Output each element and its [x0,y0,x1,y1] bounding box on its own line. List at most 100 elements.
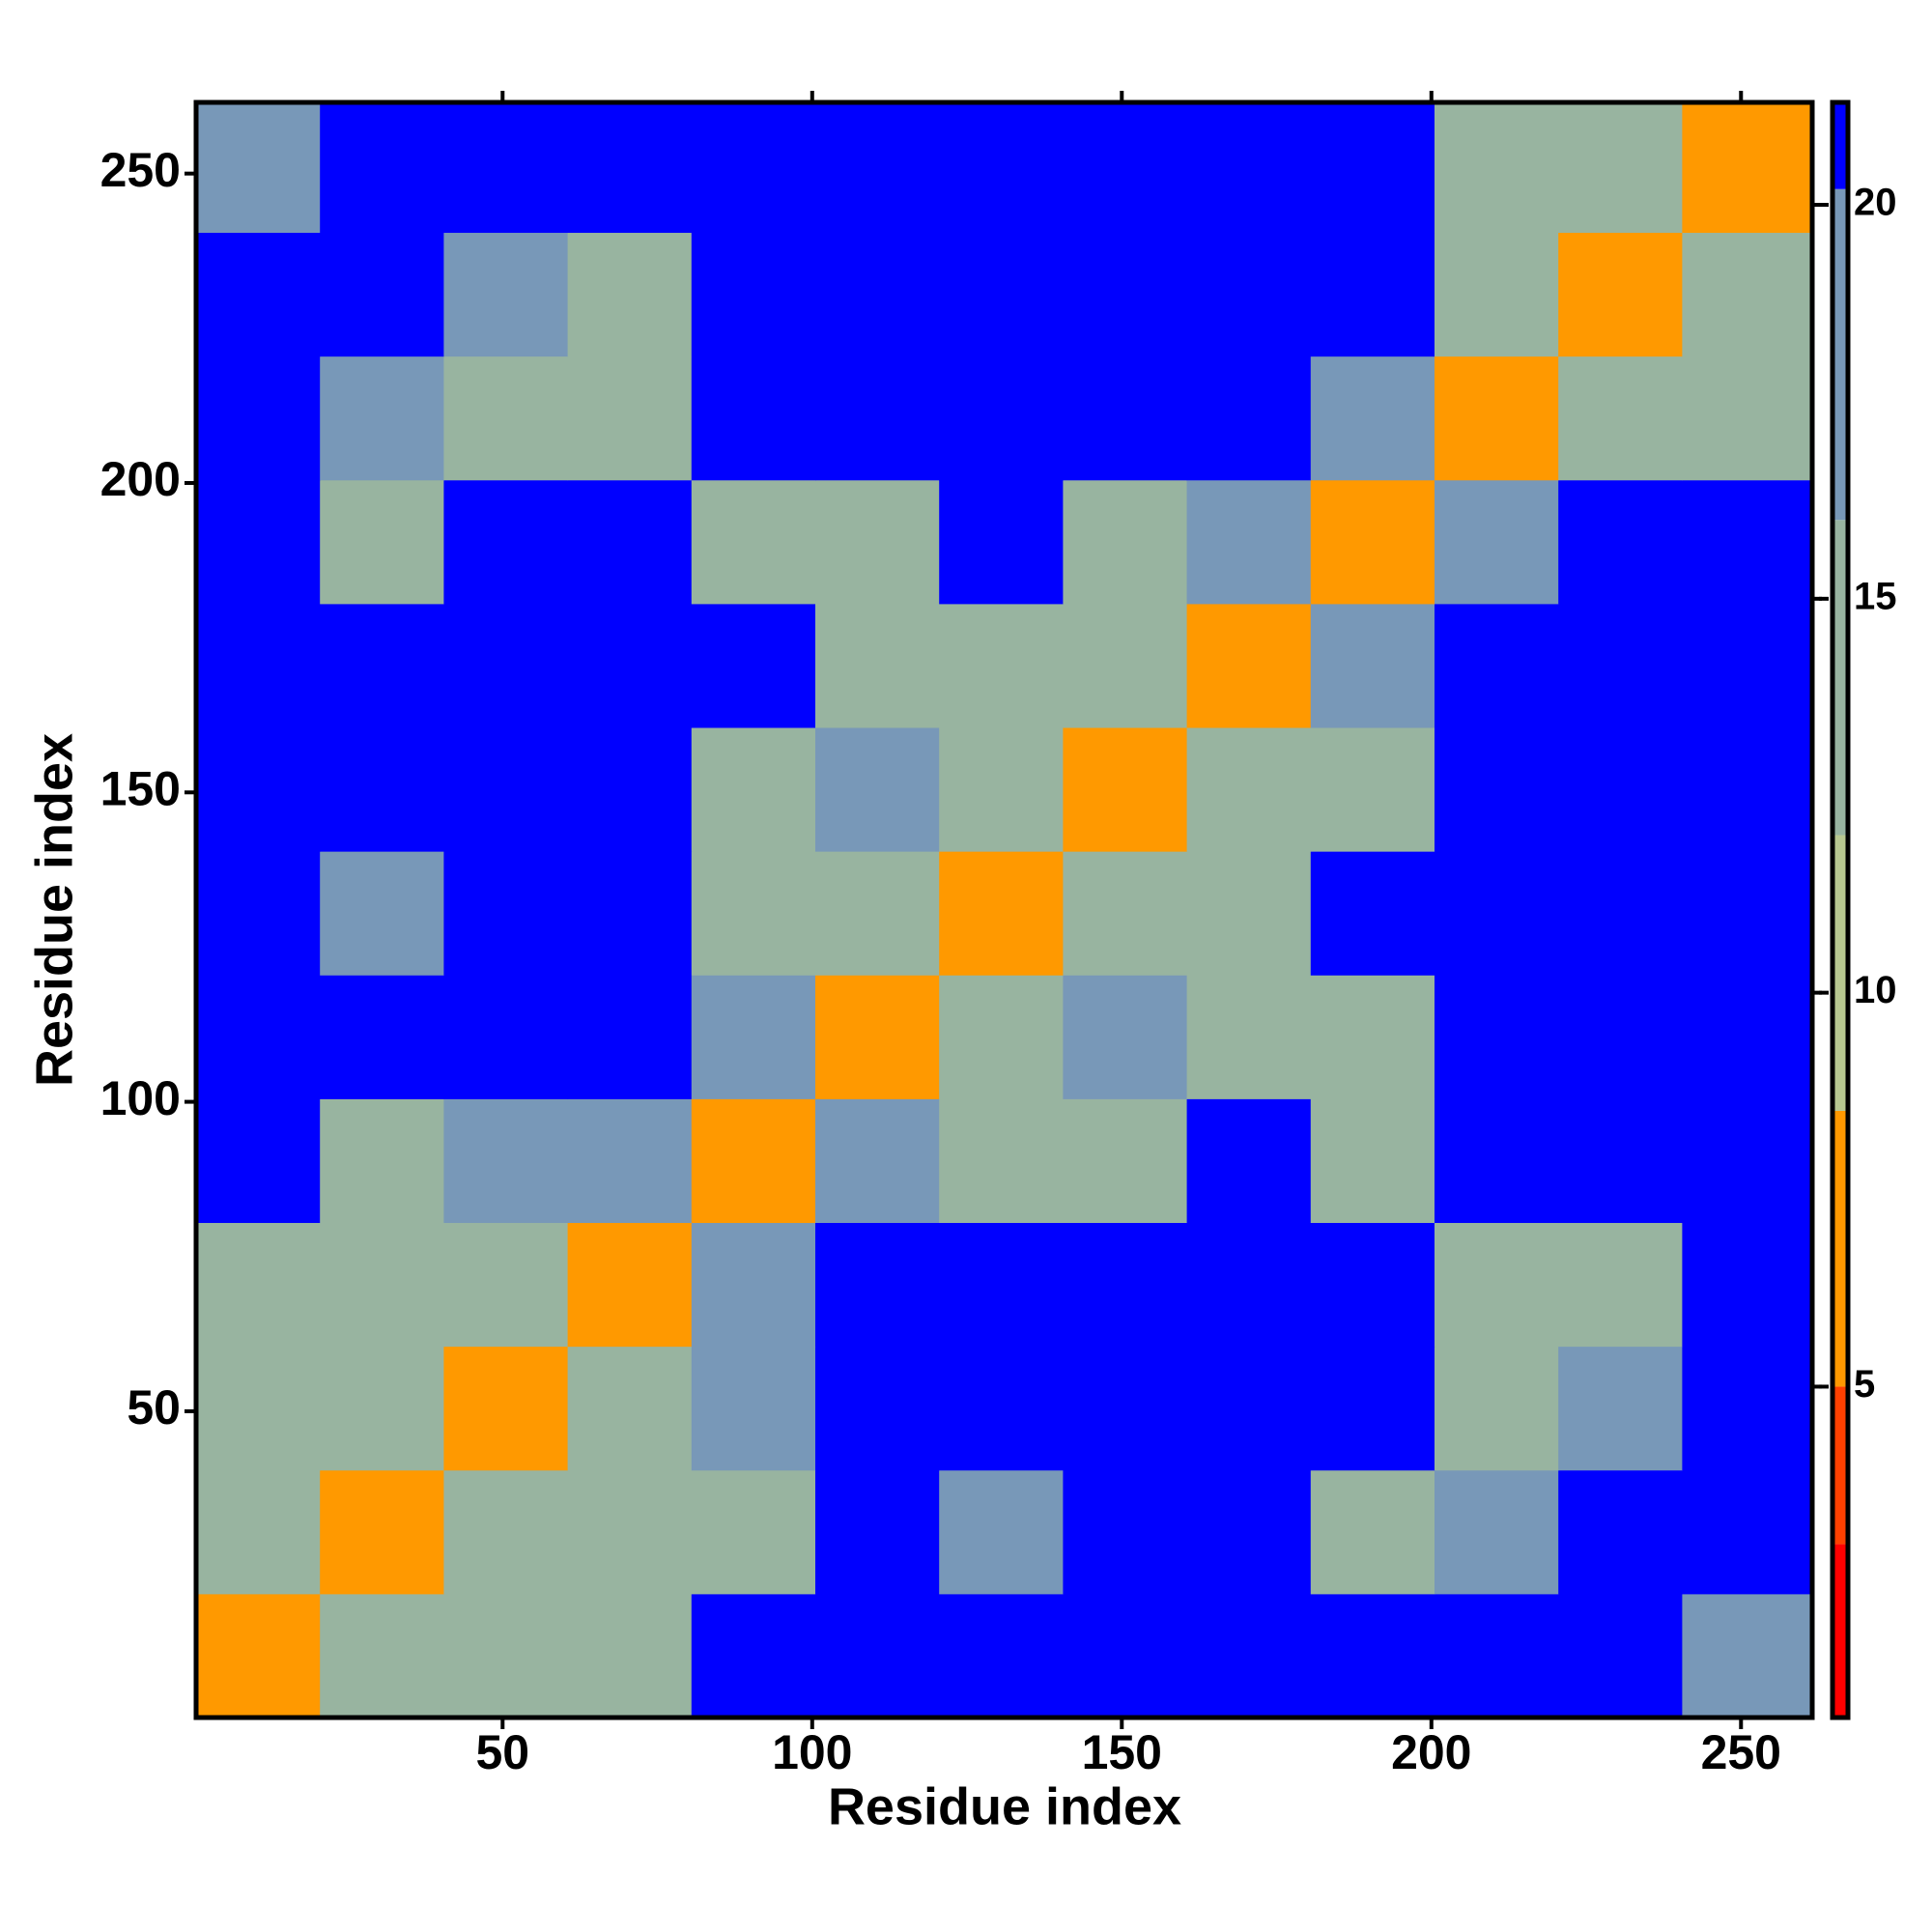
heatmap-cell [1310,1346,1435,1471]
heatmap-cell [1186,1222,1312,1348]
heatmap-cell [320,975,444,1099]
heatmap-cell [1310,102,1435,234]
heatmap-cell [196,1222,321,1348]
heatmap-cell [196,232,321,357]
heatmap-cell [1310,1098,1435,1224]
heatmap-cell [1310,851,1435,976]
heatmap-cell [1063,975,1188,1099]
heatmap-cell [1434,1469,1559,1595]
heatmap-cell [320,603,444,728]
heatmap-cell [1558,851,1683,976]
heatmap-cell [1434,479,1559,605]
heatmap-cell [939,1346,1064,1471]
heatmap-cell [1310,727,1435,852]
heatmap-cell [443,851,569,976]
heatmap-cell [443,727,569,852]
heatmap-cell [1558,1222,1683,1348]
heatmap-cell [1063,1346,1188,1471]
heatmap-cell [320,1346,444,1471]
heatmap-cell [691,479,816,605]
heatmap-cell [567,851,693,976]
heatmap-cell [567,1593,693,1719]
heatmap-cell [1310,1469,1435,1595]
colorbar-tick-label: 20 [1854,182,1897,224]
heatmap-cell [1186,1098,1312,1224]
heatmap-cell [1682,102,1813,234]
heatmap-cell [1558,1098,1683,1224]
heatmap-cell [1186,851,1312,976]
heatmap-cell [691,1222,816,1348]
heatmap-cell [320,851,444,976]
heatmap-cell [1063,102,1188,234]
heatmap-cell [1063,1098,1188,1224]
colorbar-segment [1833,1386,1848,1545]
heatmap-cell [1434,603,1559,728]
heatmap-cell [1682,851,1813,976]
x-tick-label: 50 [475,1725,529,1779]
heatmap-cell [691,355,816,481]
heatmap-cell [691,1469,816,1595]
heatmap-cell [1682,479,1813,605]
heatmap-cell [1682,1593,1813,1719]
heatmap-cell [1186,975,1312,1099]
heatmap-cell [196,851,321,976]
heatmap-cell [1186,102,1312,234]
heatmap-cell [1310,975,1435,1099]
y-tick-label: 200 [100,452,181,506]
heatmap-cell [814,232,940,357]
heatmap-cell [1186,1593,1312,1719]
heatmap-cell [567,355,693,481]
heatmap-cell [939,851,1064,976]
heatmap-cell [1558,232,1683,357]
heatmap-cell [691,232,816,357]
heatmap-cell [1434,727,1559,852]
heatmap-cell [443,1346,569,1471]
heatmap-cell [1434,1222,1559,1348]
heatmap-cell [1063,1593,1188,1719]
heatmap-cell [1558,1346,1683,1471]
heatmap-cell [1682,1222,1813,1348]
heatmap-cell [814,603,940,728]
heatmap-cell [939,975,1064,1099]
heatmap-cell [1063,232,1188,357]
heatmap-cell [1434,975,1559,1099]
heatmap-cell [320,1098,444,1224]
heatmap-cell [1682,1469,1813,1595]
heatmap-cell [814,1346,940,1471]
heatmap-cell [691,727,816,852]
heatmap-cell [814,1098,940,1224]
y-tick-label: 150 [100,761,181,815]
heatmap-cell [939,1222,1064,1348]
heatmap-cell [814,975,940,1099]
heatmap-cell [814,102,940,234]
y-tick-label: 50 [127,1380,181,1435]
heatmap-cell [1558,102,1683,234]
heatmap-cell [1063,1222,1188,1348]
heatmap-cell [443,1469,569,1595]
heatmap-cell [567,1098,693,1224]
heatmap-cell [1186,1346,1312,1471]
heatmap-cell [1310,1593,1435,1719]
heatmap-cell [320,1222,444,1348]
x-tick-label: 200 [1391,1725,1471,1779]
heatmap-cell [691,975,816,1099]
heatmap-cell [939,1469,1064,1595]
x-axis-title: Residue index [828,1777,1181,1835]
heatmap-cell [567,479,693,605]
heatmap-cell [939,232,1064,357]
heatmap-cell [320,1593,444,1719]
heatmap-cell [939,355,1064,481]
heatmap-cell [1434,102,1559,234]
colorbar-segment [1833,188,1848,521]
heatmap-cell [320,479,444,605]
y-tick-label: 250 [100,143,181,197]
heatmap-cell [1434,1346,1559,1471]
heatmap-cell [196,1346,321,1471]
heatmap-cell [1186,232,1312,357]
heatmap-cell [814,1222,940,1348]
heatmap-cell [567,102,693,234]
heatmap-cell [196,102,321,234]
heatmap-cell [1063,727,1188,852]
colorbar-segment [1833,1110,1848,1387]
